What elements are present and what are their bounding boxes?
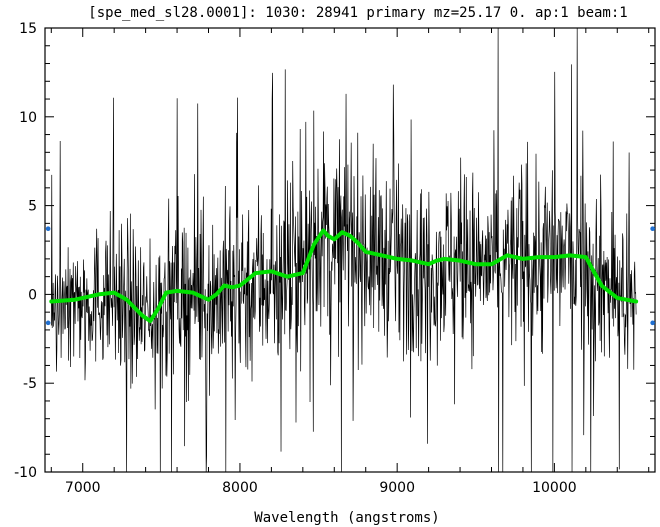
y-axis: -10 -5 0 5 10 15 xyxy=(14,21,655,481)
edge-marker-point xyxy=(650,226,655,231)
x-tick-label: 9000 xyxy=(379,480,415,496)
y-tick-label: 5 xyxy=(28,199,37,215)
y-tick-label: 10 xyxy=(19,110,37,126)
y-tick-label: -10 xyxy=(14,465,37,481)
plot-frame xyxy=(44,27,656,473)
continuum-line xyxy=(49,228,639,324)
continuum-layer xyxy=(49,228,639,324)
spectrum-line xyxy=(50,27,637,473)
edge-marker-point xyxy=(650,320,655,326)
edge-marker-point xyxy=(45,226,51,231)
x-tick-label: 7000 xyxy=(65,480,101,496)
y-tick-label: 0 xyxy=(28,287,37,303)
spectrum-layer xyxy=(50,27,637,473)
x-axis: 7000 8000 9000 10000 xyxy=(50,28,650,496)
y-tick-label: 15 xyxy=(19,21,37,37)
x-axis-label: Wavelength (angstroms) xyxy=(254,510,439,526)
marker-layer xyxy=(45,226,655,326)
x-tick-label: 8000 xyxy=(222,480,258,496)
y-tick-label: -5 xyxy=(23,376,37,392)
chart-title: [spe_med_sl28.0001]: 1030: 28941 primary… xyxy=(88,5,627,21)
edge-marker-point xyxy=(45,320,51,326)
x-tick-label: 10000 xyxy=(532,480,577,496)
